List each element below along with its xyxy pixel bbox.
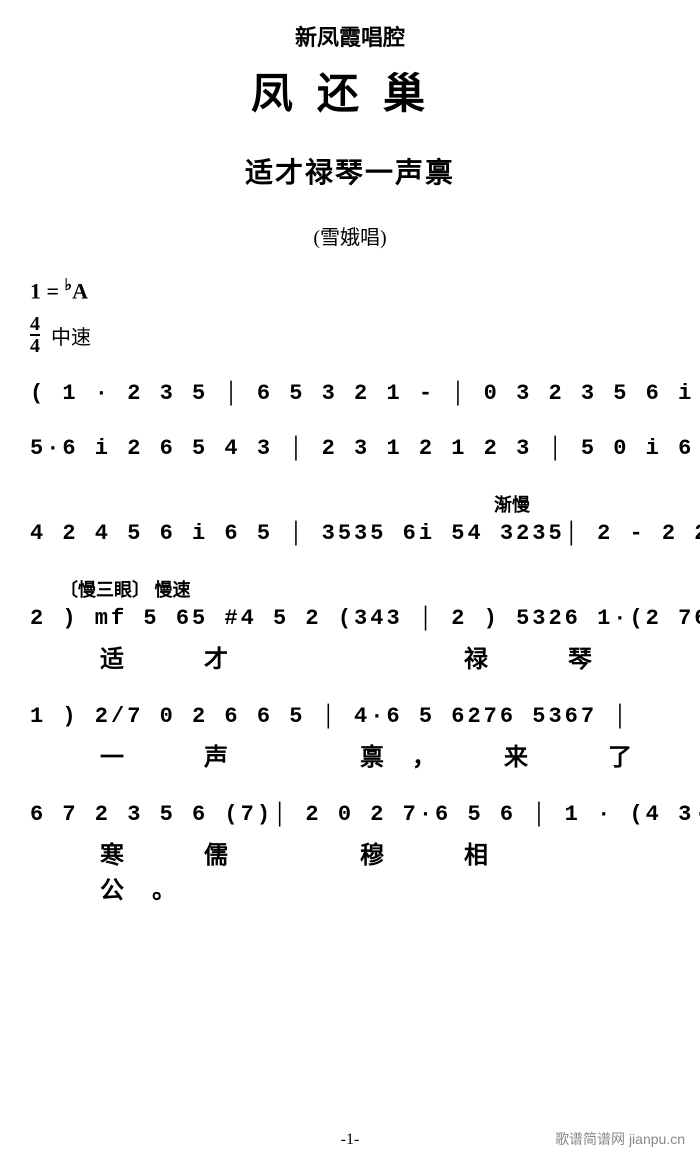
phrase-2-music: 1 ) 2/7 0 2 6 6 5 │ 4·6 5 6276 5367 │ (30, 704, 670, 729)
intro-line-3: 4 2 4 5 6 i 6 5 │ 3535 6i 54 3235│ 2 - 2… (30, 521, 670, 546)
phrase-1-music: 2 ) mf 5 65 #4 5 2 (343 │ 2 ) 5326 1·(2 … (30, 606, 670, 631)
time-signature: 4 4 中速 (30, 314, 670, 356)
title-main: 凤还巢 (30, 60, 670, 121)
intro-line-2: 5·6 i 2 6 5 4 3 │ 2 3 1 2 1 2 3 │ 5 0 i … (30, 436, 670, 461)
subtitle: 适才禄琴一声禀 (30, 151, 670, 191)
phrase-3-lyric: 寒 儒 穆 相 公。 (30, 835, 670, 905)
phrase-3-music: 6 7 2 3 5 6 (7)│ 2 0 2 7·6 5 6 │ 1 · (4 … (30, 802, 670, 827)
flat-symbol: ♭ (65, 277, 73, 294)
phrase-1-lyric: 适 才 禄 琴 (30, 639, 670, 674)
annot-jianman: 渐慢 (30, 491, 670, 517)
key-signature: 1 = ♭A (30, 275, 670, 304)
time-num: 4 (30, 314, 40, 336)
intro-line-1: ( 1 · 2 3 5 │ 6 5 3 2 1 - │ 0 3 2 3 5 6 … (30, 381, 670, 406)
phrase-2-lyric: 一 声 禀， 来 了 (30, 737, 670, 772)
watermark: 歌谱简谱网 jianpu.cn (555, 1129, 685, 1149)
time-den: 4 (30, 336, 40, 356)
annot-mansanyan: 〔慢三眼〕 慢速 (30, 576, 670, 602)
key-note: A (72, 278, 88, 303)
tempo-label: 中速 (51, 321, 91, 350)
key-prefix: 1 = (30, 278, 65, 303)
singer-label: (雪娥唱) (30, 221, 670, 250)
header-sub: 新凤霞唱腔 (30, 20, 670, 52)
